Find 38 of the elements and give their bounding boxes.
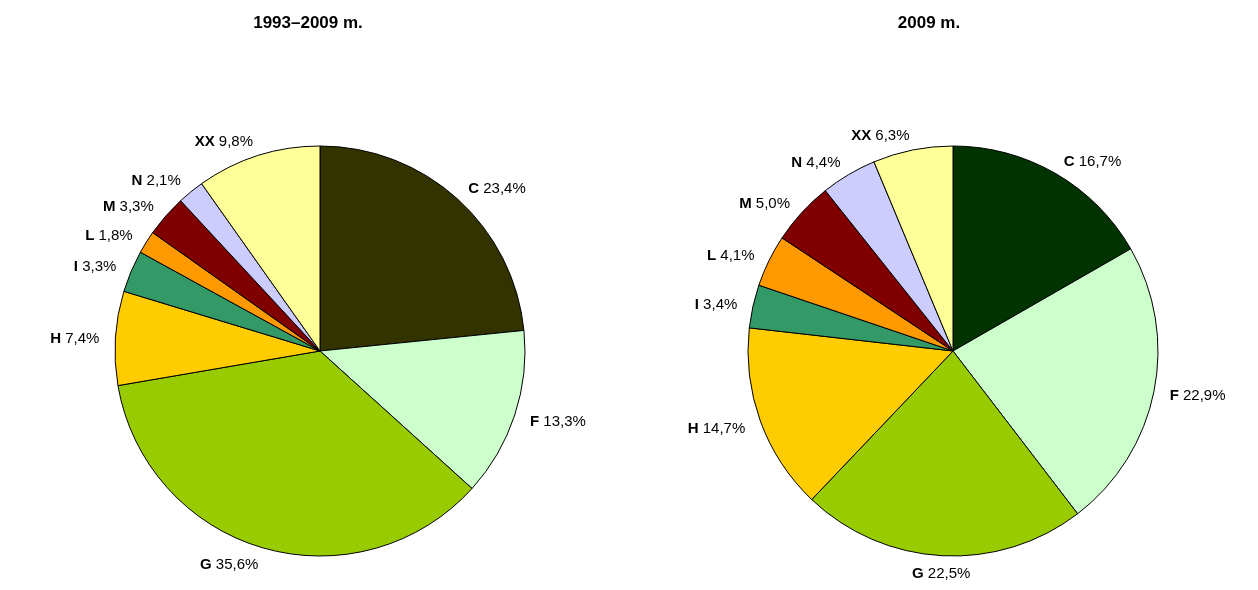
data-label: 6,3% [871,125,910,143]
data-label: 1,8% [94,225,133,243]
slice-label: L [85,225,95,243]
slice-label: XX [194,131,215,149]
data-label: 3,3% [115,196,154,214]
data-label: 7,4% [61,328,100,346]
slice-label: XX [851,125,872,143]
data-label: 23,4% [479,178,526,196]
data-label: 22,5% [923,563,971,581]
slice-label: N [131,170,143,188]
data-label: 2,1% [142,170,181,188]
data-label: 35,6% [211,554,259,572]
slice-label: C [468,178,480,196]
chart-title: 1993–2009 m. [252,12,364,34]
data-label: 16,7% [1074,151,1122,169]
data-label: 22,9% [1178,385,1226,403]
slice-label: H [50,328,62,346]
data-label: 14,7% [698,418,746,436]
data-label: 9,8% [214,131,254,149]
slice-label: F [1169,385,1179,403]
slice-label: M [739,193,752,211]
data-label: 3,4% [698,294,738,312]
slice-label: N [791,152,803,170]
slice-label: M [102,196,116,214]
data-label: 13,3% [539,411,586,429]
slice-label: H [687,418,699,436]
data-label: 4,1% [716,245,755,263]
data-label: 3,3% [78,256,117,274]
data-label: 5,0% [751,193,791,211]
slice-label: L [707,245,717,263]
chart-title: 2009 m. [896,12,962,34]
slice-label: F [529,411,540,429]
slice-label: C [1063,151,1075,169]
slice-label: G [912,563,924,581]
slice-label: G [199,554,212,572]
slice-label: I [73,256,78,274]
slice-label: I [694,294,699,312]
data-label: 4,4% [802,152,841,170]
